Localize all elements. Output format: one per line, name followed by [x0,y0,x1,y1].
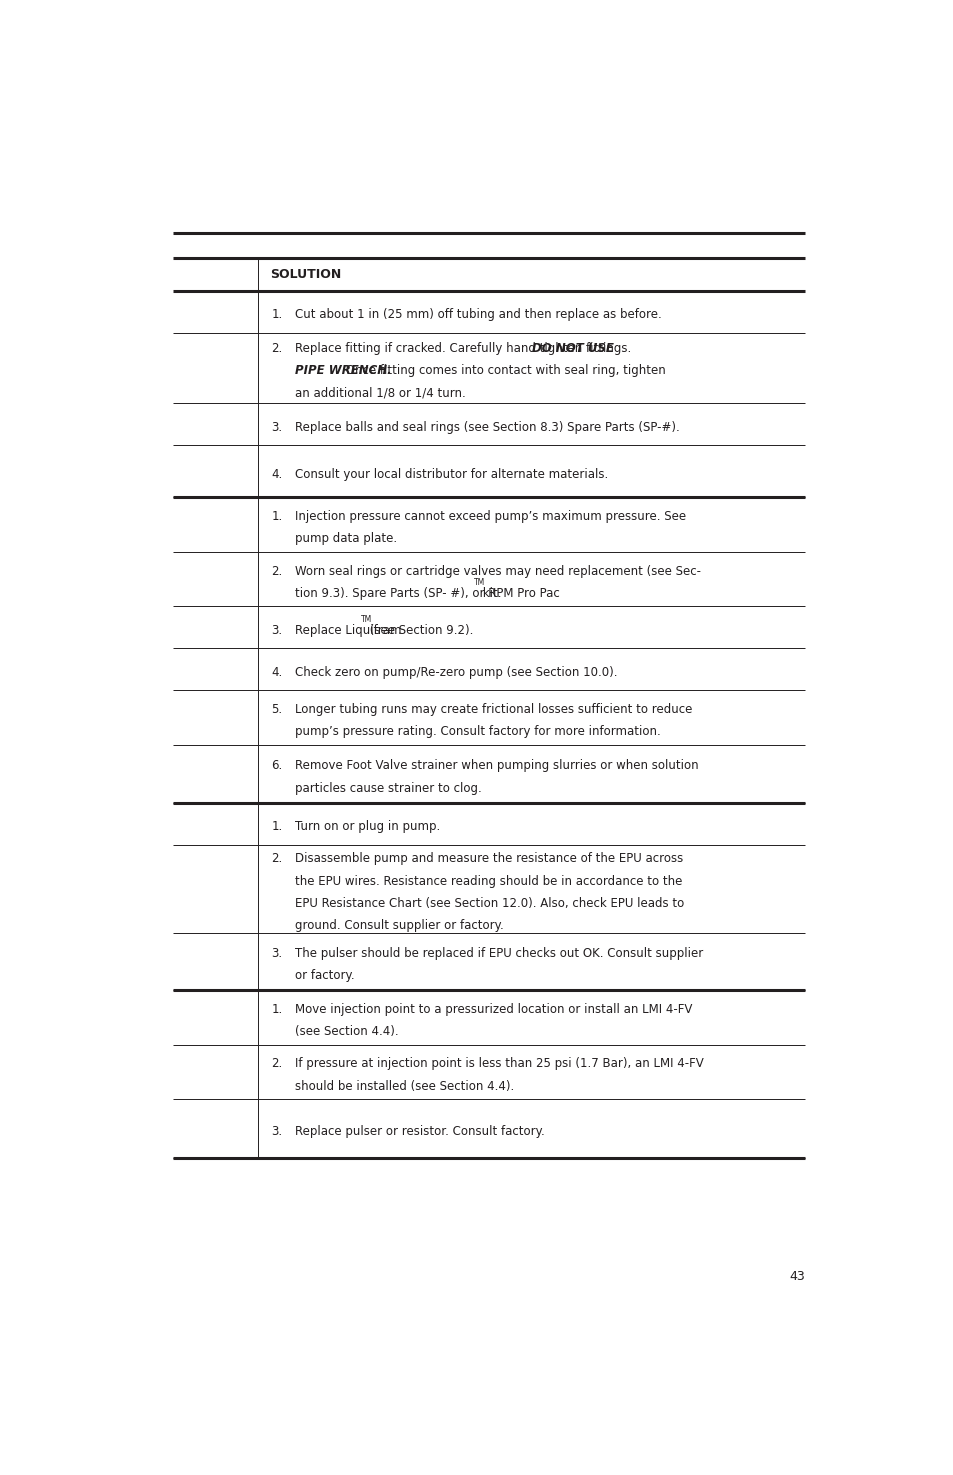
Text: kit.: kit. [478,587,500,600]
Text: PIPE WRENCH.: PIPE WRENCH. [294,364,392,378]
Text: 5.: 5. [272,704,282,717]
Text: Replace balls and seal rings (see Section 8.3) Spare Parts (SP-#).: Replace balls and seal rings (see Sectio… [294,420,679,434]
Text: 3.: 3. [272,624,282,637]
Text: the EPU wires. Resistance reading should be in accordance to the: the EPU wires. Resistance reading should… [294,875,682,888]
Text: Replace pulser or resistor. Consult factory.: Replace pulser or resistor. Consult fact… [294,1125,544,1139]
Text: Worn seal rings or cartridge valves may need replacement (see Sec-: Worn seal rings or cartridge valves may … [294,565,700,578]
Text: an additional 1/8 or 1/4 turn.: an additional 1/8 or 1/4 turn. [294,386,465,400]
Text: 6.: 6. [272,760,282,773]
Text: 4.: 4. [272,468,282,481]
Text: 3.: 3. [272,947,282,960]
Text: EPU Resistance Chart (see Section 12.0). Also, check EPU leads to: EPU Resistance Chart (see Section 12.0).… [294,897,683,910]
Text: Once fitting comes into contact with seal ring, tighten: Once fitting comes into contact with sea… [341,364,665,378]
Text: pump’s pressure rating. Consult factory for more information.: pump’s pressure rating. Consult factory … [294,726,660,739]
Text: 3.: 3. [272,1125,282,1139]
Text: tion 9.3). Spare Parts (SP- #), or RPM Pro Pac: tion 9.3). Spare Parts (SP- #), or RPM P… [294,587,559,600]
Text: 2.: 2. [272,1058,282,1071]
Text: or factory.: or factory. [294,969,355,982]
Text: SOLUTION: SOLUTION [270,267,341,280]
Text: particles cause strainer to clog.: particles cause strainer to clog. [294,782,481,795]
Text: Replace Liquifram: Replace Liquifram [294,624,401,637]
Text: DO NOT USE: DO NOT USE [532,342,613,355]
Text: 2.: 2. [272,342,282,355]
Text: Replace fitting if cracked. Carefully hand tighten fittings.: Replace fitting if cracked. Carefully ha… [294,342,635,355]
Text: 1.: 1. [272,308,282,322]
Text: Disassemble pump and measure the resistance of the EPU across: Disassemble pump and measure the resista… [294,853,682,866]
Text: (see Section 4.4).: (see Section 4.4). [294,1025,398,1038]
Text: pump data plate.: pump data plate. [294,532,396,546]
Text: should be installed (see Section 4.4).: should be installed (see Section 4.4). [294,1080,514,1093]
Text: 1.: 1. [272,510,282,524]
Text: 1.: 1. [272,820,282,833]
Text: 2.: 2. [272,565,282,578]
Text: Remove Foot Valve strainer when pumping slurries or when solution: Remove Foot Valve strainer when pumping … [294,760,699,773]
Text: Cut about 1 in (25 mm) off tubing and then replace as before.: Cut about 1 in (25 mm) off tubing and th… [294,308,661,322]
Text: 1.: 1. [272,1003,282,1016]
Text: TM: TM [474,578,484,587]
Text: Turn on or plug in pump.: Turn on or plug in pump. [294,820,440,833]
Text: If pressure at injection point is less than 25 psi (1.7 Bar), an LMI 4-FV: If pressure at injection point is less t… [294,1058,703,1071]
Text: 3.: 3. [272,420,282,434]
Text: 2.: 2. [272,853,282,866]
Text: (see Section 9.2).: (see Section 9.2). [366,624,473,637]
Text: Move injection point to a pressurized location or install an LMI 4-FV: Move injection point to a pressurized lo… [294,1003,692,1016]
Text: The pulser should be replaced if EPU checks out OK. Consult supplier: The pulser should be replaced if EPU che… [294,947,702,960]
Text: Injection pressure cannot exceed pump’s maximum pressure. See: Injection pressure cannot exceed pump’s … [294,510,685,524]
Text: TM: TM [361,615,372,624]
Text: Check zero on pump/Re-zero pump (see Section 10.0).: Check zero on pump/Re-zero pump (see Sec… [294,665,618,678]
Text: Consult your local distributor for alternate materials.: Consult your local distributor for alter… [294,468,608,481]
Text: Longer tubing runs may create frictional losses sufficient to reduce: Longer tubing runs may create frictional… [294,704,692,717]
Text: 4.: 4. [272,665,282,678]
Text: ground. Consult supplier or factory.: ground. Consult supplier or factory. [294,919,503,932]
Text: 43: 43 [788,1270,803,1283]
